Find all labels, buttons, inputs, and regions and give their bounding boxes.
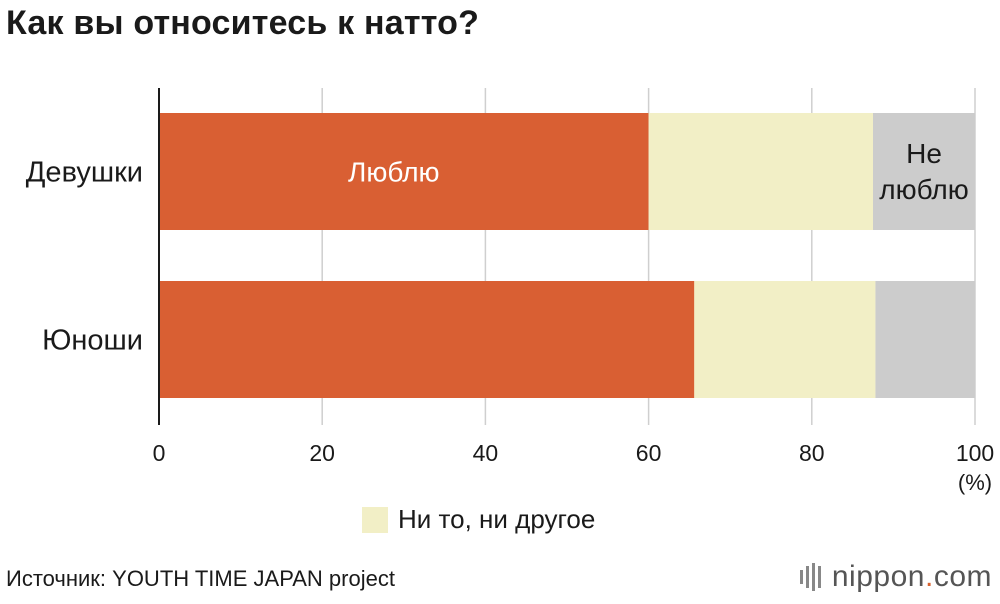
tick-labels: 0 20 40 60 80 100 bbox=[153, 440, 995, 466]
bar-girls-dislike bbox=[873, 113, 975, 230]
logo-tld: com bbox=[933, 560, 992, 593]
bar-boys-neutral bbox=[694, 281, 876, 398]
inline-label-love: Люблю bbox=[348, 157, 440, 188]
bar-boys-love bbox=[159, 281, 695, 398]
chart-title: Как вы относитесь к натто? bbox=[6, 4, 480, 42]
category-label-girls: Девушки bbox=[26, 157, 143, 189]
stacked-bar-chart: Люблю Не люблю Девушки Юноши 0 20 40 60 80 100 (… bbox=[26, 88, 995, 495]
x-unit-label: (%) bbox=[958, 470, 992, 495]
inline-labels: Люблю Не люблю bbox=[348, 138, 969, 205]
tick-label-0: 0 bbox=[153, 440, 166, 466]
source-note: Источник: YOUTH TIME JAPAN project bbox=[6, 566, 395, 591]
bars bbox=[159, 113, 975, 398]
logo-dot: . bbox=[924, 560, 934, 593]
tick-label-100: 100 bbox=[956, 440, 994, 466]
logo-bars-icon bbox=[799, 563, 824, 591]
tick-label-60: 60 bbox=[636, 440, 662, 466]
tick-label-40: 40 bbox=[473, 440, 499, 466]
legend-label-neutral: Ни то, ни другое bbox=[398, 504, 596, 534]
legend: Ни то, ни другое bbox=[362, 504, 595, 535]
category-labels: Девушки Юноши bbox=[26, 157, 143, 357]
bar-girls-neutral bbox=[648, 113, 873, 230]
inline-label-dislike-line2: люблю bbox=[879, 174, 968, 205]
bar-girls-love bbox=[159, 113, 649, 230]
legend-swatch-neutral bbox=[362, 506, 388, 533]
logo-name: nippon bbox=[831, 560, 925, 593]
nippon-logo: nippon. com bbox=[799, 560, 992, 594]
tick-label-80: 80 bbox=[799, 440, 825, 466]
inline-label-dislike-line1: Не bbox=[906, 138, 942, 169]
tick-label-20: 20 bbox=[309, 440, 335, 466]
bar-boys-dislike bbox=[875, 281, 975, 398]
category-label-boys: Юноши bbox=[42, 325, 143, 357]
